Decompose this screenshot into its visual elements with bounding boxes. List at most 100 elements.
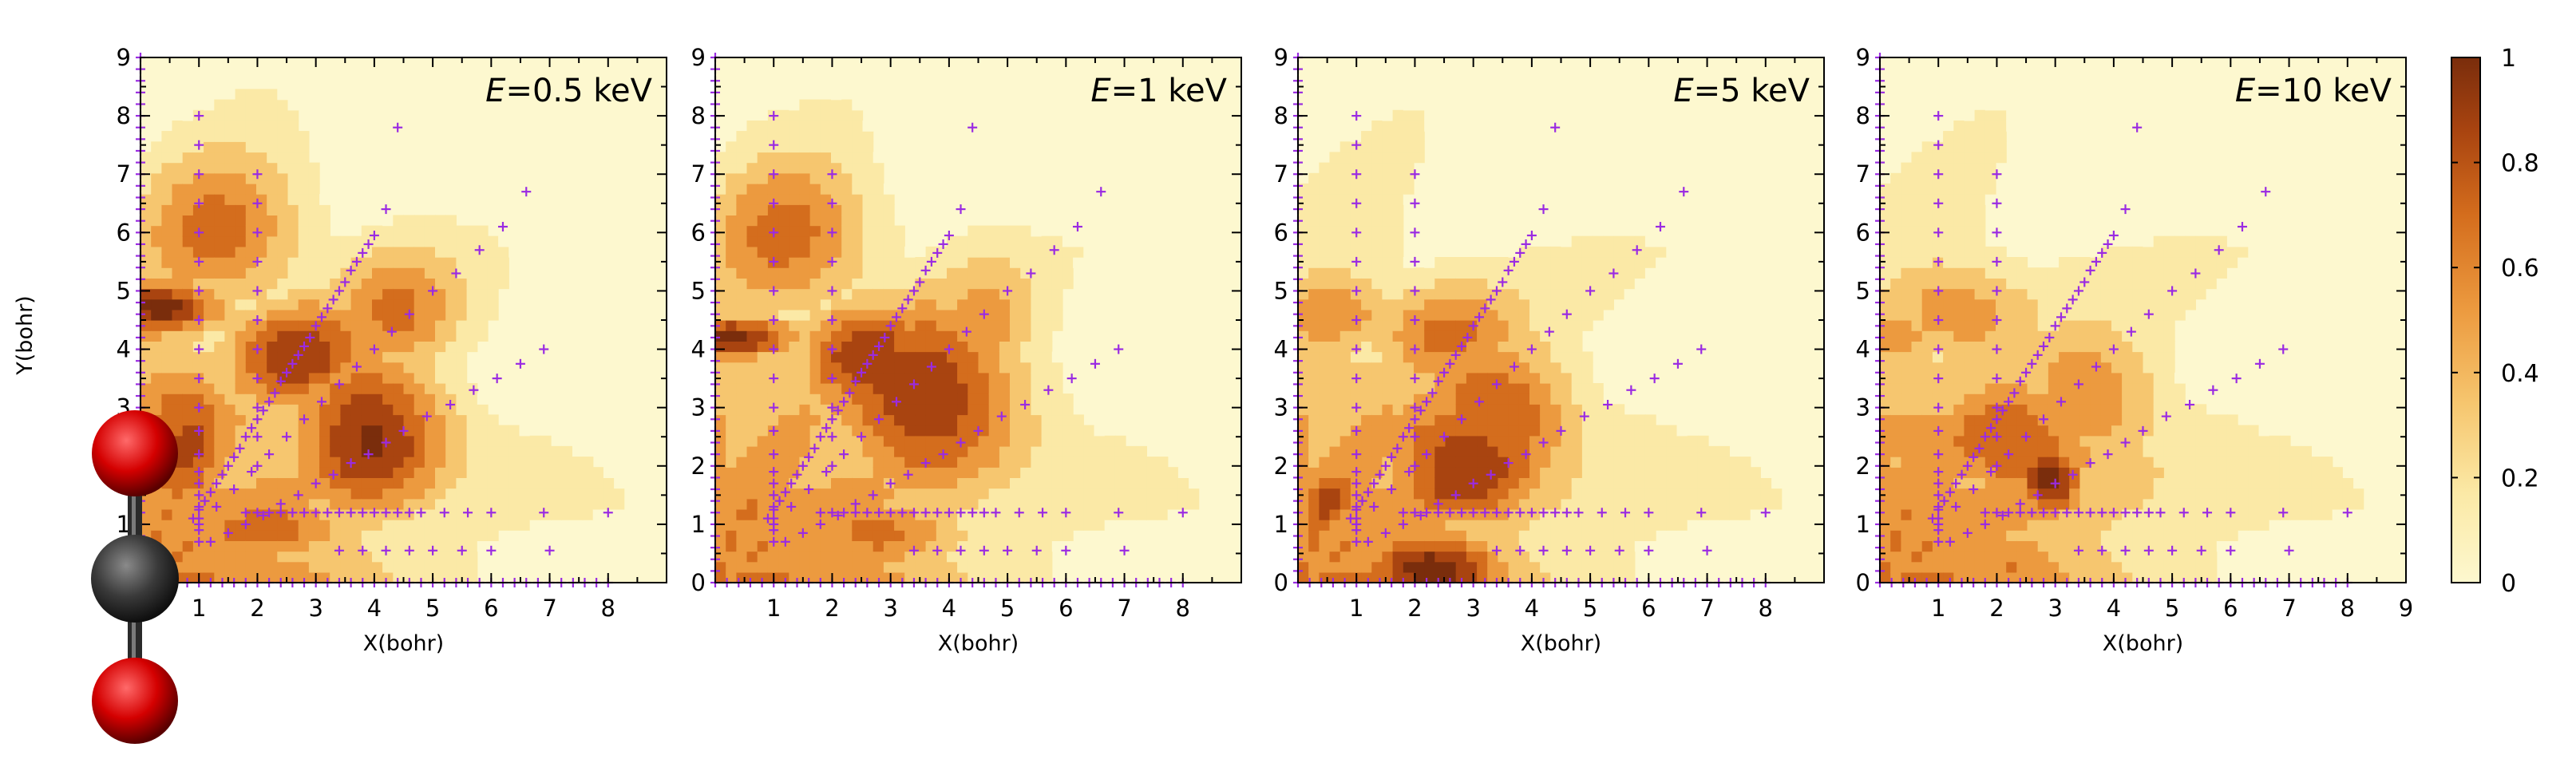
heatmap-cell (1041, 520, 1053, 531)
heatmap-cell (1414, 320, 1425, 331)
heatmap-cell (715, 477, 726, 489)
heatmap-cell (1339, 362, 1351, 374)
heatmap-cell (1361, 215, 1372, 227)
heatmap-cell (204, 351, 215, 363)
heatmap-cell (1073, 425, 1084, 437)
data-point (903, 295, 913, 305)
heatmap-cell (809, 288, 821, 300)
heatmap-cell (340, 457, 352, 468)
heatmap-cell (1350, 383, 1362, 394)
y-tick-label: 1 (117, 511, 131, 538)
heatmap-cell (809, 414, 821, 426)
heatmap-cell (789, 362, 801, 374)
data-point (821, 423, 832, 433)
heatmap-cell (978, 225, 990, 237)
heatmap-cell (1382, 288, 1394, 300)
heatmap-cell (235, 215, 247, 227)
heatmap-cell (151, 372, 162, 384)
heatmap-cell (1477, 561, 1488, 573)
heatmap-cell (799, 162, 811, 174)
data-point (850, 376, 861, 386)
heatmap-cell (1167, 477, 1179, 489)
heatmap-cell (883, 298, 895, 310)
heatmap-cell (319, 488, 330, 500)
heatmap-cell (809, 152, 821, 164)
heatmap-cell (1031, 488, 1043, 500)
heatmap-cell (1031, 477, 1043, 489)
heatmap-cell (1455, 571, 1467, 583)
data-point (1066, 374, 1077, 384)
heatmap-cell (298, 393, 310, 405)
heatmap-cell (1414, 477, 1425, 489)
heatmap-cell (172, 215, 184, 227)
heatmap-cell (350, 551, 362, 563)
data-point (769, 140, 779, 150)
heatmap-cell (1126, 477, 1137, 489)
heatmap-cell (372, 362, 383, 374)
heatmap-cell (235, 172, 247, 184)
heatmap-cell (540, 435, 552, 447)
data-point (932, 508, 943, 518)
heatmap-cell (1041, 571, 1053, 583)
heatmap-cell (1308, 445, 1320, 457)
heatmap-cell (204, 225, 215, 237)
heatmap-cell (508, 467, 520, 478)
heatmap-cell (799, 288, 811, 300)
heatmap-cell (330, 320, 341, 331)
x-tick-label: 3 (883, 595, 897, 622)
heatmap-cell (862, 530, 874, 541)
heatmap-cell (1298, 508, 1309, 520)
heatmap-cell (831, 141, 842, 153)
heatmap-cell (172, 508, 184, 520)
heatmap-cell (1424, 257, 1435, 268)
heatmap-cell (1329, 508, 1341, 520)
heatmap-cell (1466, 530, 1478, 541)
heatmap-cell (235, 372, 247, 384)
data-point (381, 545, 391, 555)
heatmap-cell (340, 425, 352, 437)
heatmap-cell (767, 414, 779, 426)
data-point (885, 508, 896, 518)
heatmap-cell (214, 257, 226, 268)
heatmap-cell (192, 278, 204, 290)
heatmap-cell (235, 298, 247, 310)
heatmap-cell (161, 309, 173, 321)
heatmap-cell (999, 561, 1011, 573)
heatmap-cell (862, 131, 874, 142)
heatmap-cell (540, 467, 552, 478)
heatmap-cell (204, 330, 215, 342)
heatmap-cell (1010, 393, 1021, 405)
heatmap-cell (1319, 425, 1331, 437)
heatmap-cell (925, 278, 937, 290)
heatmap-cell (182, 257, 194, 268)
heatmap-cell (799, 530, 811, 541)
heatmap-cell (757, 530, 769, 541)
heatmap-cell (161, 341, 173, 353)
heatmap-cell (466, 488, 478, 500)
heatmap-cell (204, 246, 215, 258)
heatmap-cell (382, 298, 394, 310)
heatmap-cell (298, 445, 310, 457)
heatmap-cell (424, 393, 436, 405)
heatmap-cell (1083, 488, 1095, 500)
heatmap-cell (873, 498, 884, 510)
heatmap-cell (1051, 309, 1063, 321)
heatmap-cell (372, 457, 383, 468)
heatmap-cell (445, 267, 457, 279)
heatmap-cell (204, 298, 215, 310)
heatmap-cell (894, 278, 905, 290)
heatmap-cell (582, 498, 594, 510)
x-tick-label: 6 (1058, 595, 1073, 622)
heatmap-cell (424, 561, 436, 573)
heatmap-cell (287, 225, 299, 237)
heatmap-cell (746, 194, 758, 205)
heatmap-cell (403, 457, 415, 468)
heatmap-cell (936, 498, 948, 510)
heatmap-cell (319, 215, 330, 227)
heatmap-cell (172, 341, 184, 353)
heatmap-cell (1371, 362, 1383, 374)
heatmap-cell (746, 467, 758, 478)
heatmap-cell (831, 162, 842, 174)
heatmap-cell (1020, 571, 1031, 583)
heatmap-cell (1010, 267, 1021, 279)
